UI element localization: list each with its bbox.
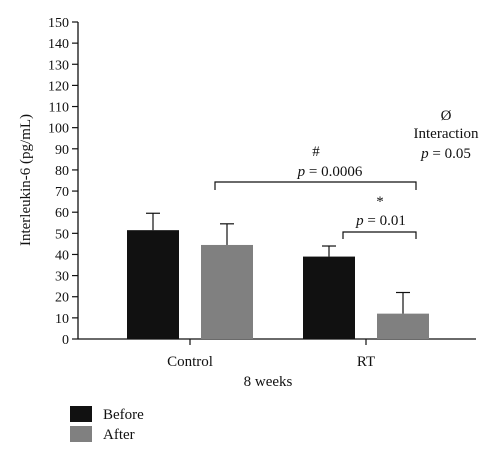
- legend-label-after: After: [103, 427, 135, 443]
- group-p-text: p = 0.0006: [297, 164, 363, 180]
- y-tick-label: 100: [48, 122, 69, 137]
- rt-symbol: *: [376, 194, 384, 210]
- x-ticks: Control RT: [167, 339, 375, 370]
- legend-label-before: Before: [103, 407, 144, 423]
- y-tick-label: 80: [55, 164, 69, 179]
- x-tick-label: Control: [167, 354, 213, 370]
- interaction-symbol: Ø: [441, 108, 452, 124]
- rt-bracket: [342, 231, 417, 239]
- y-tick-label: 90: [55, 143, 69, 158]
- y-tick-label: 70: [55, 185, 69, 200]
- x-axis-label: 8 weeks: [244, 374, 293, 390]
- y-tick-label: 120: [48, 79, 69, 94]
- legend-swatch-before: [70, 406, 92, 422]
- group-symbol: #: [312, 144, 320, 160]
- bars: [127, 212, 429, 339]
- interaction-p-text: p = 0.05: [420, 146, 471, 162]
- legend-swatch-after: [70, 426, 92, 442]
- group-bracket: [214, 181, 417, 190]
- y-tick-label: 150: [48, 16, 69, 31]
- interaction-label: Interaction: [414, 126, 479, 142]
- bar: [303, 256, 355, 339]
- y-tick-label: 30: [55, 270, 69, 285]
- y-axis-label: Interleukin-6 (pg/mL): [18, 114, 34, 246]
- y-tick-label: 130: [48, 58, 69, 73]
- bar: [127, 230, 179, 339]
- y-tick-label: 60: [55, 206, 69, 221]
- x-tick-label: RT: [357, 354, 375, 370]
- y-ticks: 0 10 20 30 40 50 60 70 80 90 100 110 120 130 140 150: [48, 16, 78, 348]
- bar: [377, 313, 429, 339]
- y-tick-label: 0: [62, 333, 69, 348]
- y-tick-label: 140: [48, 37, 69, 52]
- y-tick-label: 10: [55, 312, 69, 327]
- bar: [201, 244, 253, 339]
- y-tick-label: 110: [49, 101, 69, 116]
- rt-p-text: p = 0.01: [355, 213, 406, 229]
- y-tick-label: 20: [55, 291, 69, 306]
- y-tick-label: 50: [55, 227, 69, 242]
- y-tick-label: 40: [55, 248, 69, 263]
